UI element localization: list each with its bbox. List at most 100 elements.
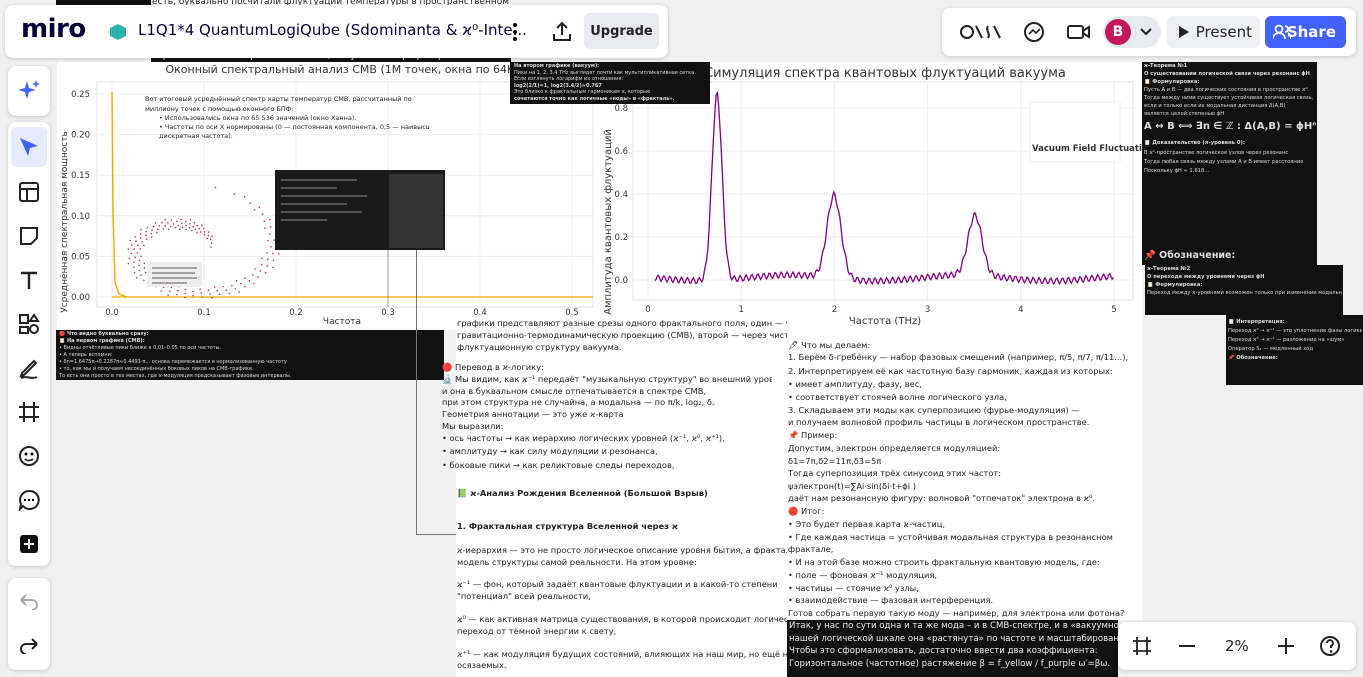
chart-title: Симуляция спектра квантовых флуктуаций в…	[704, 66, 1066, 81]
video-button[interactable]	[1066, 21, 1092, 43]
shapes-tool[interactable]	[18, 313, 40, 335]
text-line: 🔴 Итог:	[788, 506, 825, 516]
text-line: • частицы — стоячие ϰ⁰ узлы,	[788, 583, 919, 593]
text-line: 🖊 Что мы делаем:	[788, 340, 871, 350]
reactions-button[interactable]	[958, 20, 1002, 44]
zoom-in[interactable]	[1275, 635, 1297, 657]
chat-button[interactable]	[1022, 20, 1046, 44]
more-button[interactable]	[510, 21, 520, 43]
text-line: ψэлектрон(t)=∑Ai⋅sin(δi⋅t+ϕi )	[788, 481, 916, 491]
text-line: миллиону точек с помощью оконного БПФ:	[145, 105, 294, 113]
text-line: 📌 Обозначение:	[1144, 250, 1236, 261]
x-tick-label: 3	[925, 305, 930, 315]
text-line: • имеет амплитуду, фазу, вес,	[788, 379, 922, 389]
text-line: 1. Фрактальная структура Вселенной через…	[457, 521, 679, 531]
text-line: Переход ϰ⁰ → ϰ⁻¹ — разложение на «шум»	[1228, 337, 1345, 343]
text-line: флуктуационную структуру вакуума.	[457, 342, 622, 352]
text-line: ϰ⁺¹ — как модуляция будущих состояний, в…	[457, 649, 787, 659]
text-line: Горизонтальное (частотное) растяжение β …	[789, 658, 1111, 669]
zoom-out[interactable]	[1176, 635, 1198, 657]
board-title[interactable]: L1Q1*4 QuantumLogiQube (Sdominanta & ϰ⁰-…	[138, 21, 527, 39]
export-button[interactable]	[550, 20, 574, 44]
x-tick-label: 0.5	[565, 308, 579, 318]
y-tick-label: 0.2	[614, 233, 628, 243]
text-line: • А теперь вспомни:	[59, 352, 113, 358]
text-line: • И на этой базе можно строить фрактальн…	[788, 557, 1100, 567]
fit-button[interactable]	[1131, 635, 1153, 657]
text-line: даёт нам резонансную фигуру: волновой "о…	[788, 493, 1096, 503]
text-line: В ϰ⁰-пространстве логическое узлов через…	[1144, 150, 1289, 156]
undo-button[interactable]	[18, 592, 40, 610]
comment-tool[interactable]	[18, 489, 40, 511]
text-tool[interactable]	[18, 269, 40, 291]
select-tool[interactable]	[18, 136, 40, 158]
x-tick-label: 0.1	[197, 308, 211, 318]
text-line: Поскольку ϕH ≈ 1.618...	[1144, 168, 1210, 174]
text-line: 3. Складываем эти моды как суперпозицию …	[788, 405, 1080, 415]
y-tick-label: 0.4	[614, 190, 628, 200]
text-line: и она в буквальном смысле отпечатывается…	[442, 386, 707, 396]
x-tick-label: 2	[832, 305, 837, 315]
help-button[interactable]	[1319, 635, 1341, 657]
text-line: 🔴 Перевод в ϰ-логику:	[442, 362, 544, 372]
text-line: • Видны отчётливые пики ближе к 0.01–0.0…	[59, 345, 222, 351]
theorem-card: ϰ-Теорема №1 О существовании логической с…	[1142, 62, 1317, 265]
text-line: Это близко к фрактальным гармоникам ϰ, к…	[514, 89, 651, 95]
connector	[416, 534, 456, 535]
vacuum-chart-image: Симуляция спектра квантовых флуктуаций в…	[600, 62, 1142, 332]
text-line: 🔴 Что видно буквально сразу:	[59, 331, 149, 337]
text-line: • Где каждая частица = устойчивая модаль…	[788, 532, 1113, 542]
ai-button[interactable]	[17, 79, 41, 103]
text-line: Итак, у нас по сути одна и та же мода – …	[789, 621, 1119, 631]
text-line: • Частоты по оси X нормированы (0 — пост…	[159, 123, 429, 131]
upgrade-button[interactable]: Upgrade	[584, 13, 659, 49]
redo-button[interactable]	[18, 636, 40, 654]
avatar[interactable]: B	[1105, 19, 1131, 45]
x-axis-label: Частота (THz)	[849, 316, 921, 327]
board-header: miro L1Q1*4 QuantumLogiQube (Sdominanta …	[5, 5, 668, 58]
pen-tool[interactable]	[18, 357, 40, 379]
text-block: графики представляют разные срезы одного…	[442, 318, 787, 677]
history-panel	[8, 578, 50, 670]
text-line: Пусть A и B — два логических состояния в…	[1144, 87, 1310, 93]
text-line: • то, как мы и получаем несоединённых бо…	[59, 366, 254, 372]
stamp-tool[interactable]	[18, 445, 40, 467]
collab-toolbar: B Present Share	[942, 8, 1356, 56]
text-line: "потенциал" всей реальности,	[457, 591, 591, 601]
legend-label: Vacuum Field Fluctuations	[1032, 144, 1142, 154]
text-line: • Использовались окна по 65 536 значений…	[159, 114, 357, 122]
text-line: дискретная частота).	[159, 132, 233, 140]
sticky-tool[interactable]	[18, 225, 40, 247]
y-tick-label: 0.15	[71, 171, 90, 181]
text-line: Мы выразили:	[442, 421, 504, 431]
board-text: есть, буквально посчитали флуктуации тем…	[152, 0, 510, 7]
text-line: модель структуры самой реальности. На эт…	[457, 557, 697, 567]
text-line: 🔬 Мы видим, как ϰ⁻¹ передаёт "музыкальну…	[442, 374, 772, 384]
y-tick-label: 0.05	[71, 252, 90, 262]
text-line: ϰ⁰ — как активная матрица существования,…	[457, 614, 787, 624]
more-tools[interactable]	[18, 533, 40, 555]
text-line: ϰ-Теорема №1	[1144, 63, 1188, 69]
x-tick-label: 0.4	[473, 308, 487, 318]
text-line: 📌 Пример:	[788, 430, 838, 440]
text-line: 2. Интерпретируем её как частотную базу …	[788, 366, 1113, 376]
text-line: фрактале,	[788, 544, 834, 554]
frame-tool[interactable]	[18, 401, 40, 423]
text-line: • взаимодействие — фазовая интерференция…	[788, 595, 994, 605]
templates-tool[interactable]	[18, 181, 40, 203]
text-line: Допустим, электрон определяется модуляци…	[788, 443, 1001, 453]
theorem-card: ϰ-Теорема №2 О переходе между уровнями че…	[1145, 265, 1343, 315]
x-tick-label: 1	[738, 305, 743, 315]
text-line: гравитационно-термодинамическую проекцию…	[457, 330, 787, 340]
zoom-level[interactable]: 2%	[1225, 637, 1249, 655]
dark-note: Итак, у нас по сути одна и та же мода – …	[787, 620, 1119, 677]
text-line: осязаемых.	[457, 660, 507, 670]
avatar-menu[interactable]	[1140, 27, 1152, 37]
text-line: • амплитуду → как силу модуляции и резон…	[442, 446, 658, 456]
text-line: • боковые пики → как реликтовые следы пе…	[442, 460, 675, 470]
text-line: 📋 Интерпретация:	[1228, 319, 1285, 325]
logo[interactable]: miro	[21, 14, 86, 44]
text-line: Готов собрать первую такую моду — наприм…	[788, 608, 1125, 618]
text-line: переход от тёмной энергии к свету,	[457, 626, 617, 636]
